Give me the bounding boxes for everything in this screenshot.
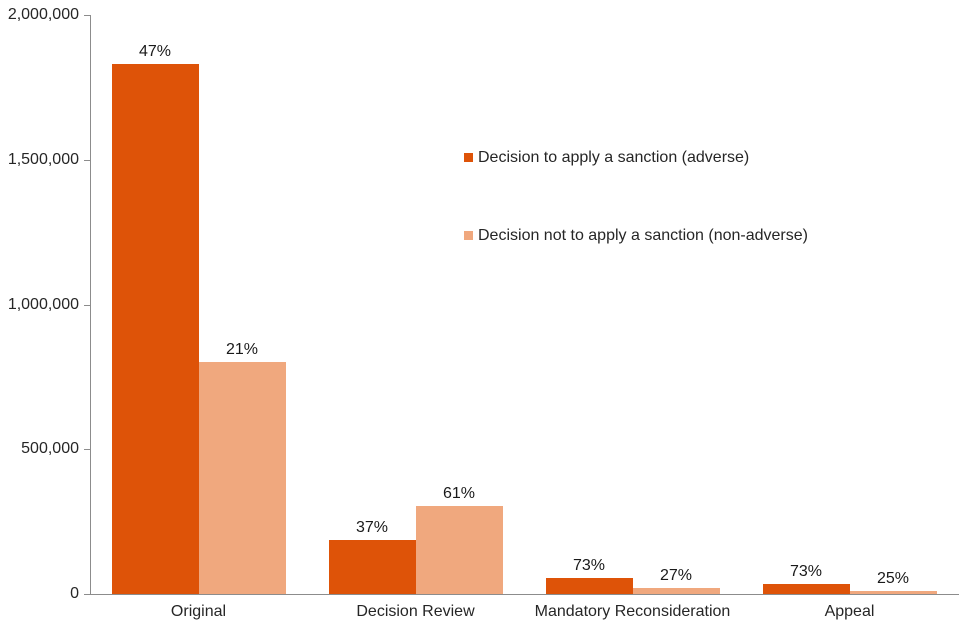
legend-item-label: Decision not to apply a sanction (non-ad… — [478, 227, 808, 244]
bar-non-adverse-2 — [632, 588, 720, 594]
y-axis-tick — [84, 304, 90, 306]
y-axis-line — [90, 15, 91, 595]
bar-non-adverse-0 — [198, 362, 286, 594]
x-axis-category-label: Mandatory Reconsideration — [534, 603, 731, 620]
legend-marker-icon — [464, 153, 473, 162]
bar-percent-label: 61% — [442, 484, 476, 502]
x-axis-category-label: Appeal — [824, 603, 875, 620]
bar-percent-label: 21% — [225, 341, 259, 359]
bar-percent-label: 25% — [876, 570, 910, 588]
y-axis-tick-label: 0 — [70, 585, 79, 602]
legend-item-adverse: Decision to apply a sanction (adverse) — [464, 148, 749, 167]
bar-adverse-2 — [545, 578, 633, 594]
y-axis-tick — [84, 159, 90, 161]
x-axis-line — [90, 594, 959, 595]
bar-percent-label: 73% — [572, 557, 606, 575]
bar-adverse-1 — [328, 540, 416, 594]
legend-item-label: Decision to apply a sanction (adverse) — [478, 149, 750, 166]
y-axis-tick-label: 1,500,000 — [7, 150, 79, 168]
y-axis-tick-label: 2,000,000 — [7, 6, 79, 23]
y-axis-tick-label: 500,000 — [21, 440, 79, 458]
bar-adverse-3 — [762, 583, 850, 594]
legend-item-non-adverse: Decision not to apply a sanction (non-ad… — [464, 226, 808, 245]
x-axis-category-label: Decision Review — [356, 603, 475, 620]
y-axis-tick — [84, 15, 90, 16]
bar-adverse-0 — [111, 64, 199, 594]
x-axis-category-label: Original — [170, 603, 227, 620]
y-axis-tick — [84, 594, 90, 595]
bar-percent-label: 27% — [659, 567, 693, 585]
bar-non-adverse-1 — [415, 505, 503, 594]
bar-percent-label: 37% — [355, 519, 389, 537]
bar-percent-label: 73% — [789, 562, 823, 580]
y-axis-tick — [84, 449, 90, 451]
bar-non-adverse-3 — [849, 591, 937, 594]
bar-percent-label: 47% — [138, 43, 172, 61]
legend-marker-icon — [464, 231, 473, 240]
y-axis-tick-label: 1,000,000 — [7, 295, 79, 313]
